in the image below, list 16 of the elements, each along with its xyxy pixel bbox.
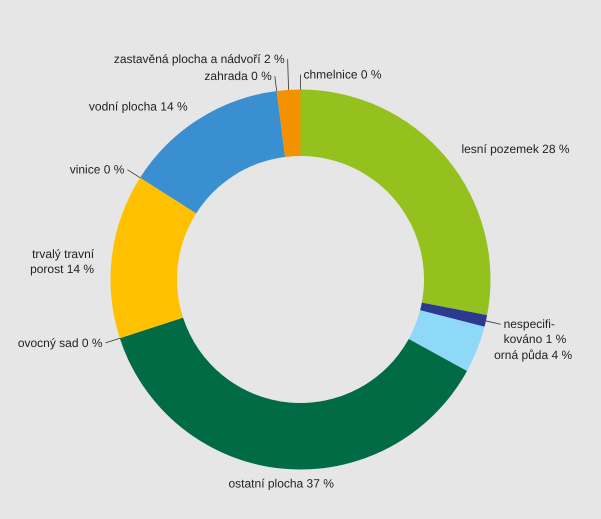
slice-label: lesní pozemek 28 %	[461, 142, 570, 156]
slice-label: orná půda 4 %	[494, 348, 572, 362]
donut-slice	[408, 310, 485, 372]
donut-slice	[120, 318, 467, 470]
slice-label: trvalý travní porost 14 %	[30, 246, 95, 276]
slice-label: ostatní plocha 37 %	[228, 476, 334, 491]
donut-slice	[110, 178, 196, 338]
donut-slice	[300, 90, 490, 316]
slice-label: vodní plocha 14 %	[88, 99, 188, 114]
legend-label: ovocný sad 0 %	[18, 336, 103, 350]
donut-slice	[276, 90, 300, 157]
legend-label: zahrada 0 %	[204, 69, 272, 84]
legend-label: vinice 0 %	[70, 162, 125, 177]
donut-slice	[420, 302, 488, 327]
slice-label: zastavěná plocha a nádvoří 2 %	[114, 52, 285, 66]
category-label: chmelnice 0 %	[304, 68, 382, 82]
